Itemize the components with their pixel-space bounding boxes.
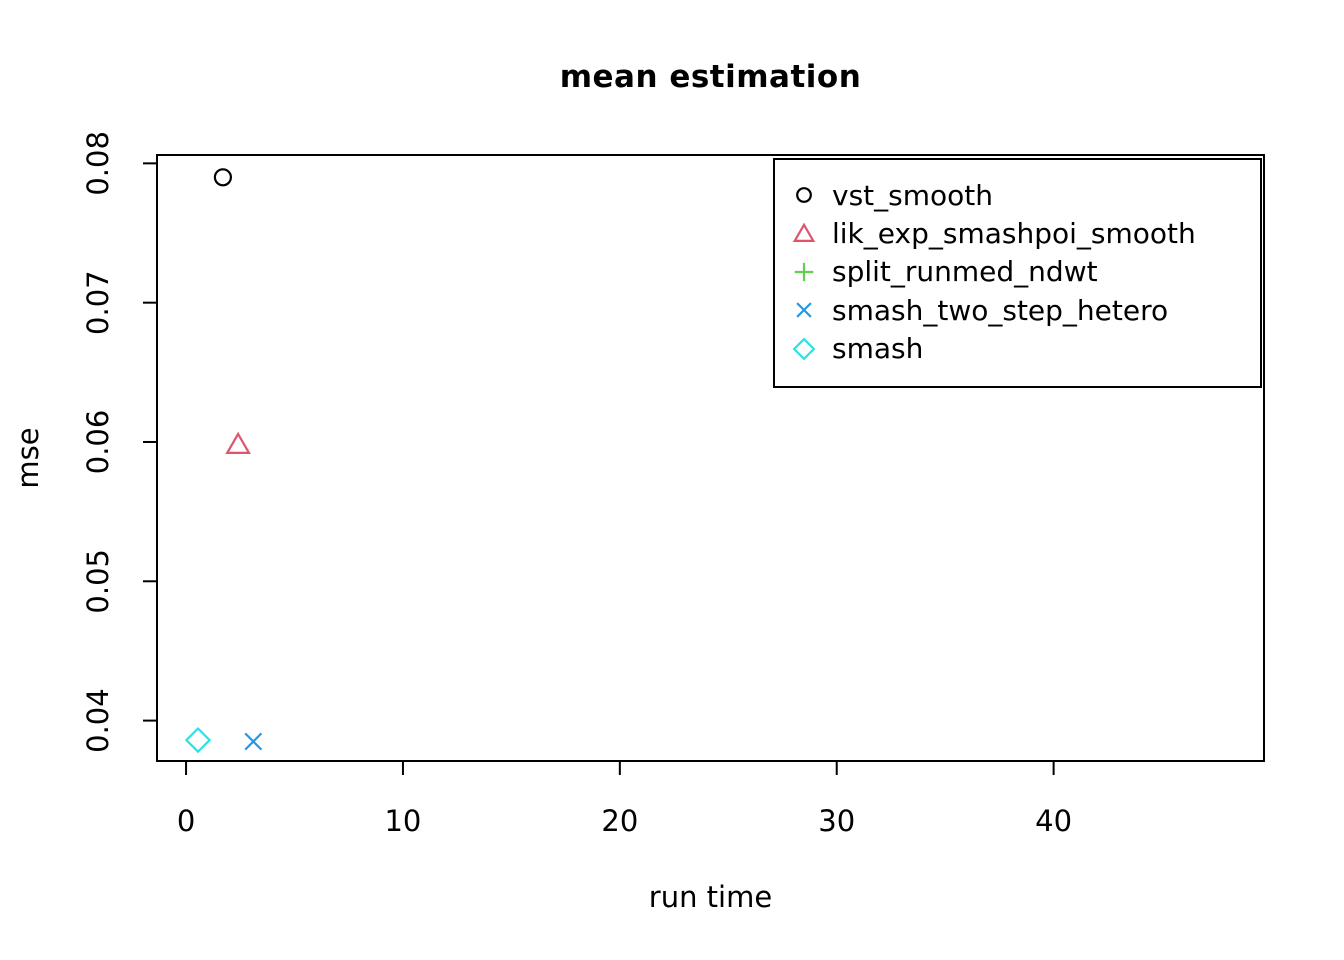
x-icon xyxy=(244,732,263,751)
legend-symbol xyxy=(796,302,812,319)
diamond-icon xyxy=(792,337,816,361)
y-tick-label: 0.06 xyxy=(81,410,115,475)
triangle-glyph xyxy=(792,222,816,242)
legend-symbol xyxy=(792,222,816,242)
point-smash_two_step_hetero xyxy=(244,732,263,751)
x-icon xyxy=(796,302,812,319)
y-tick-label: 0.05 xyxy=(81,549,115,614)
legend-symbol xyxy=(796,187,812,204)
x-tick-label: 40 xyxy=(1035,804,1072,838)
point-vst_smooth xyxy=(213,168,232,187)
circle-glyph xyxy=(796,187,812,204)
legend-item-smash_two_step_hetero: smash_two_step_hetero xyxy=(775,291,1260,329)
point-smash xyxy=(184,726,212,754)
circle-icon xyxy=(213,168,232,187)
diamond-glyph xyxy=(792,337,816,361)
legend-label: smash xyxy=(832,332,924,366)
chart-title: mean estimation xyxy=(559,59,862,95)
point-lik_exp_smashpoi_smooth xyxy=(225,431,251,454)
legend-symbol xyxy=(792,337,816,361)
plus-icon xyxy=(794,262,814,282)
y-tick-label: 0.07 xyxy=(81,270,115,335)
legend-symbol xyxy=(794,262,814,282)
legend-label: smash_two_step_hetero xyxy=(832,293,1169,327)
x-tick-label: 10 xyxy=(384,804,421,838)
x-glyph xyxy=(244,732,263,751)
x-tick-label: 0 xyxy=(177,804,195,838)
plot-box xyxy=(156,154,1265,762)
triangle-glyph xyxy=(792,222,816,242)
x-glyph xyxy=(796,302,812,319)
legend-item-vst_smooth: vst_smooth xyxy=(775,176,1260,214)
y-tick-label: 0.04 xyxy=(81,688,115,753)
diamond-glyph xyxy=(792,337,816,361)
legend-label: vst_smooth xyxy=(832,178,993,212)
legend: vst_smooth lik_exp_smashpoi_smooth split_r… xyxy=(773,158,1262,388)
plus-glyph xyxy=(794,262,814,282)
legend-label: lik_exp_smashpoi_smooth xyxy=(832,217,1196,251)
y-axis-label: mse xyxy=(11,427,45,489)
legend-item-smash: smash xyxy=(775,330,1260,368)
triangle-icon xyxy=(792,222,816,242)
x-tick-label: 30 xyxy=(818,804,855,838)
legend-item-split_runmed_ndwt: split_runmed_ndwt xyxy=(775,253,1260,291)
x-glyph xyxy=(796,302,812,319)
triangle-icon xyxy=(225,431,251,454)
legend-label: split_runmed_ndwt xyxy=(832,255,1098,289)
plus-glyph xyxy=(794,262,814,282)
circle-glyph xyxy=(213,168,232,187)
x-tick-label: 20 xyxy=(601,804,638,838)
legend-item-lik_exp_smashpoi_smooth: lik_exp_smashpoi_smooth xyxy=(775,214,1260,252)
circle-glyph xyxy=(796,187,812,204)
diamond-glyph xyxy=(184,726,212,754)
circle-icon xyxy=(796,187,812,204)
y-tick-label: 0.08 xyxy=(81,131,115,196)
diamond-icon xyxy=(184,726,212,754)
triangle-glyph xyxy=(225,431,251,454)
x-axis-label: run time xyxy=(648,880,773,914)
